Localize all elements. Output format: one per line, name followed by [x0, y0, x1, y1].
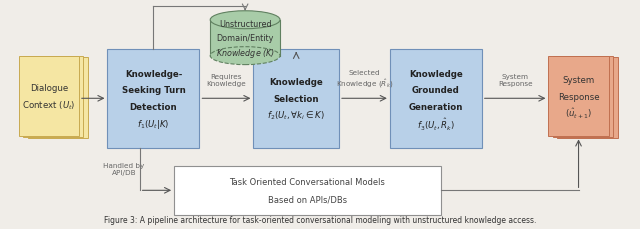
Text: $f_1(U_t|K)$: $f_1(U_t|K)$ [137, 117, 170, 131]
Text: Task Oriented Conversational Models: Task Oriented Conversational Models [229, 177, 385, 186]
Text: System: System [563, 75, 595, 84]
FancyBboxPatch shape [19, 56, 79, 137]
FancyBboxPatch shape [557, 58, 618, 138]
Text: Detection: Detection [130, 103, 177, 112]
FancyBboxPatch shape [174, 166, 440, 215]
Text: ($\hat{u}_{t+1}$): ($\hat{u}_{t+1}$) [565, 106, 592, 120]
Text: Response: Response [557, 92, 599, 101]
Text: Knowledge: Knowledge [409, 69, 463, 78]
FancyBboxPatch shape [553, 57, 613, 138]
Text: Context ($U_t$): Context ($U_t$) [22, 99, 76, 111]
FancyBboxPatch shape [23, 57, 83, 138]
Text: Dialogue: Dialogue [29, 84, 68, 93]
FancyBboxPatch shape [253, 50, 339, 148]
Text: Grounded: Grounded [412, 86, 460, 95]
FancyBboxPatch shape [28, 58, 88, 138]
Text: Selection: Selection [273, 94, 319, 103]
Text: Knowledge-: Knowledge- [125, 69, 182, 78]
FancyBboxPatch shape [390, 50, 482, 148]
Text: $f_2(U_t, \forall k_i \in K)$: $f_2(U_t, \forall k_i \in K)$ [268, 109, 325, 122]
Text: Based on APIs/DBs: Based on APIs/DBs [268, 195, 347, 204]
Text: Domain/Entity: Domain/Entity [216, 34, 274, 43]
Text: Figure 3: A pipeline architecture for task-oriented conversational modeling with: Figure 3: A pipeline architecture for ta… [104, 215, 536, 224]
Text: Requires
Knowledge: Requires Knowledge [207, 73, 246, 86]
Text: $f_3(U_t,\hat{R}_k)$: $f_3(U_t,\hat{R}_k)$ [417, 116, 455, 132]
FancyBboxPatch shape [548, 56, 609, 137]
Ellipse shape [211, 47, 280, 65]
Text: Unstructured: Unstructured [219, 19, 271, 28]
Ellipse shape [211, 12, 280, 30]
Text: System
Response: System Response [498, 73, 532, 86]
Text: Generation: Generation [408, 103, 463, 112]
Text: Handled by
API/DB: Handled by API/DB [103, 163, 145, 176]
Text: Knowledge ($K$): Knowledge ($K$) [216, 46, 275, 60]
FancyBboxPatch shape [211, 21, 280, 56]
Text: Seeking Turn: Seeking Turn [122, 86, 186, 95]
FancyBboxPatch shape [108, 50, 200, 148]
Text: Knowledge: Knowledge [269, 78, 323, 87]
Text: Selected
Knowledge ($\hat{R}_k$): Selected Knowledge ($\hat{R}_k$) [336, 70, 393, 90]
